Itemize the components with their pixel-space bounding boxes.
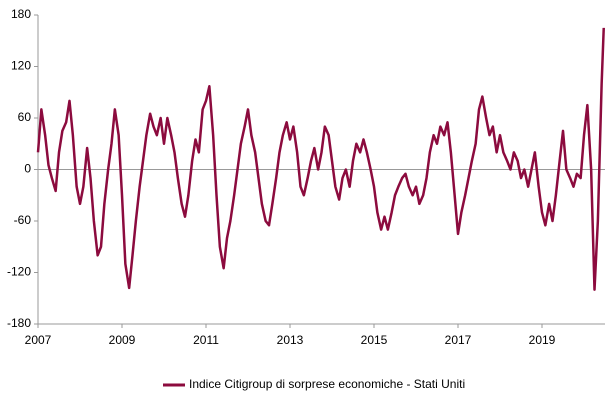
line-series bbox=[36, 27, 605, 291]
x-tick-label: 2011 bbox=[193, 333, 219, 347]
y-tick-label: -60 bbox=[14, 213, 32, 227]
x-tick-label: 2009 bbox=[109, 333, 136, 347]
y-tick-label: 0 bbox=[24, 162, 31, 176]
y-tick-label: 120 bbox=[11, 59, 31, 73]
x-tick-label: 2017 bbox=[445, 333, 472, 347]
x-tick-label: 2007 bbox=[25, 333, 52, 347]
y-tick-label: 60 bbox=[18, 110, 32, 124]
x-tick-label: 2019 bbox=[529, 333, 556, 347]
x-tick-label: 2013 bbox=[277, 333, 304, 347]
y-tick-label: -180 bbox=[7, 316, 31, 330]
y-tick-label: -120 bbox=[7, 265, 31, 279]
x-tick-label: 2015 bbox=[361, 333, 388, 347]
legend-label: Indice Citigroup di sorprese economiche … bbox=[189, 377, 465, 391]
y-tick-label: 180 bbox=[11, 7, 31, 21]
